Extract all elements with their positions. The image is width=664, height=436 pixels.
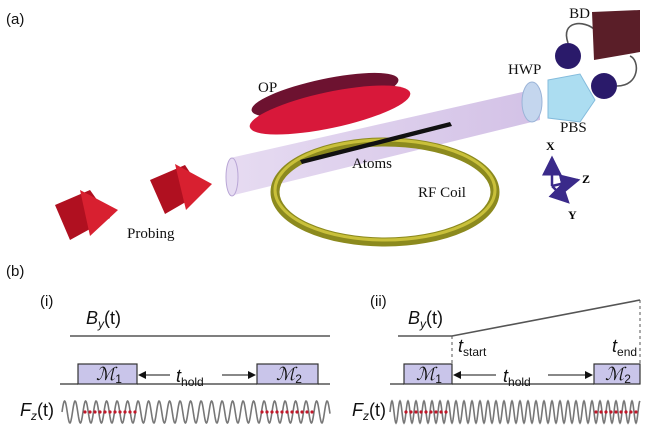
measurement-dot: [275, 410, 278, 413]
measurement-dot: [599, 410, 602, 413]
cable: [566, 24, 595, 43]
measurement-dot: [300, 410, 303, 413]
hwp: [522, 82, 542, 122]
label-hwp: HWP: [508, 62, 541, 78]
measurement-dot: [280, 410, 283, 413]
measurement-dot: [594, 410, 597, 413]
measurement-dot: [260, 410, 263, 413]
subpanel-label: (ii): [370, 293, 387, 310]
signal-label: Fz(t): [352, 400, 386, 423]
panel-label: (b): [6, 263, 24, 280]
measurement-dot: [624, 410, 627, 413]
measurement-dot: [265, 410, 268, 413]
label-atoms: Atoms: [352, 156, 392, 172]
measurement-dot: [285, 410, 288, 413]
measurement-dot: [295, 410, 298, 413]
field-label: By(t): [408, 308, 443, 331]
measurement-dot: [409, 410, 412, 413]
measurement-dot: [113, 410, 116, 413]
axis-arrow: [552, 186, 568, 202]
signal-waves: [62, 401, 640, 423]
measurement-dot: [619, 410, 622, 413]
measurement-dot: [404, 410, 407, 413]
measurement-dot: [424, 410, 427, 413]
axis-label: Z: [582, 172, 590, 186]
pbs: [548, 74, 595, 122]
axis-arrow: [552, 180, 578, 186]
figure: (a) BD OP HWP PBS Atoms RF Coil Probing …: [0, 0, 664, 436]
subpanel-label: (i): [40, 293, 53, 310]
panel-label: (a): [6, 11, 24, 28]
measurement-dot: [128, 410, 131, 413]
measurement-dot: [305, 410, 308, 413]
measurement-dot: [614, 410, 617, 413]
label-probing: Probing: [127, 226, 175, 242]
measurement-dot: [118, 410, 121, 413]
cable: [617, 56, 636, 86]
measurement-dot: [439, 410, 442, 413]
measurement-dot: [634, 410, 637, 413]
measurement-dot: [123, 410, 126, 413]
hold-label: thold: [176, 366, 204, 389]
start-label: tstart: [458, 336, 487, 359]
measurement-dot: [414, 410, 417, 413]
hold-label: thold: [503, 366, 531, 389]
axis-label: Y: [568, 208, 577, 222]
measurement-dot: [629, 410, 632, 413]
field-label: By(t): [86, 308, 121, 331]
measurement-dot: [93, 410, 96, 413]
measurement-dot: [133, 410, 136, 413]
measurement-dot: [434, 410, 437, 413]
measurement-dot: [103, 410, 106, 413]
signal-wave: [62, 401, 330, 423]
measurement-dot: [419, 410, 422, 413]
label-bd: BD: [569, 6, 590, 22]
end-label: tend: [612, 336, 637, 359]
label-rf-coil: RF Coil: [418, 185, 466, 201]
measurement-dot: [98, 410, 101, 413]
signal-label: Fz(t): [20, 400, 54, 423]
label-pbs: PBS: [560, 120, 587, 136]
beam-end: [226, 158, 238, 196]
measurement-dot: [609, 410, 612, 413]
measurement-dot: [429, 410, 432, 413]
bd: [592, 10, 640, 60]
measurement-dot: [444, 410, 447, 413]
measurement-dot: [108, 410, 111, 413]
detector: [555, 43, 581, 69]
measurement-dot: [604, 410, 607, 413]
measurement-dot: [83, 410, 86, 413]
label-op: OP: [258, 80, 277, 96]
measurement-dot: [270, 410, 273, 413]
measurement-dot: [290, 410, 293, 413]
axis-label: X: [546, 139, 555, 153]
measurement-dot: [88, 410, 91, 413]
measurement-dot: [310, 410, 313, 413]
detector: [591, 73, 617, 99]
